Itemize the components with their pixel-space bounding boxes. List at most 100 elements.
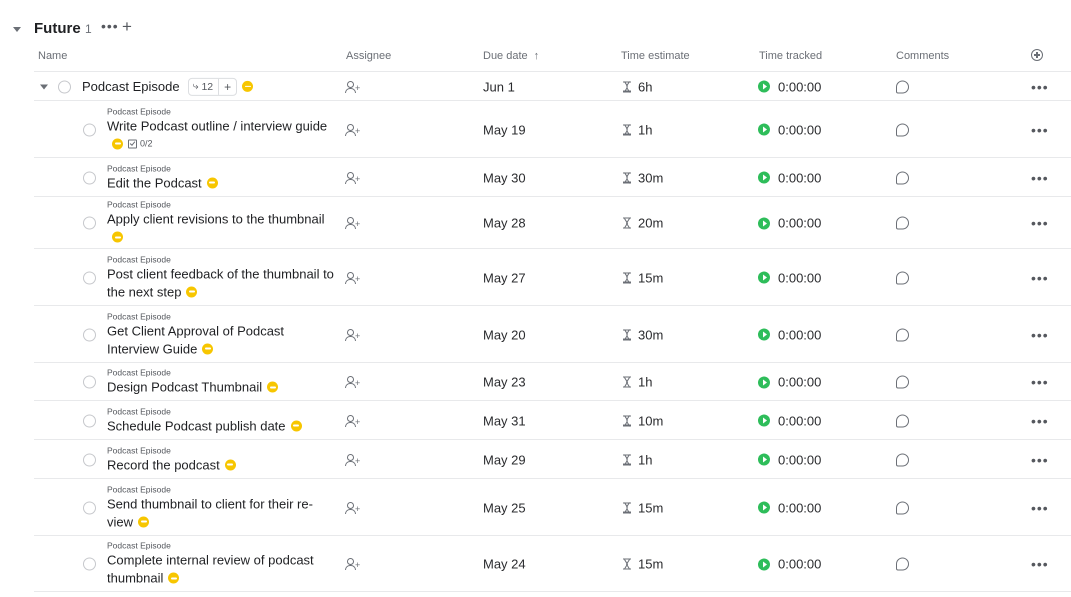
- parent-task-label[interactable]: Podcast Episode: [107, 445, 171, 455]
- parent-task-label[interactable]: Podcast Episode: [107, 163, 171, 173]
- more-horizontal-icon[interactable]: •••: [1031, 121, 1049, 138]
- assignee-cell[interactable]: +: [345, 501, 360, 514]
- status-circle-icon[interactable]: [83, 557, 96, 571]
- comments-cell[interactable]: [896, 216, 909, 230]
- play-icon[interactable]: [758, 453, 770, 466]
- time-estimate[interactable]: 10m: [623, 413, 663, 428]
- comments-cell[interactable]: [896, 171, 909, 184]
- priority-icon[interactable]: [242, 80, 254, 92]
- play-icon[interactable]: [758, 501, 770, 514]
- subtask-row[interactable]: Podcast Episode Get Client Approval of Po…: [34, 305, 1071, 363]
- comment-icon[interactable]: [896, 453, 909, 466]
- assignee-cell[interactable]: +: [345, 558, 360, 570]
- due-date[interactable]: May 27: [483, 270, 526, 285]
- arrow-up-icon[interactable]: ↑: [533, 50, 540, 62]
- task-title[interactable]: Send thumbnail to client for their re-vi…: [107, 496, 313, 529]
- more-horizontal-icon[interactable]: •••: [1031, 215, 1049, 231]
- play-icon[interactable]: [758, 80, 770, 93]
- time-estimate[interactable]: 20m: [623, 216, 663, 231]
- comments-cell[interactable]: [896, 271, 909, 284]
- parent-task-label[interactable]: Podcast Episode: [107, 406, 171, 416]
- status-circle-icon[interactable]: [83, 216, 96, 230]
- parent-task-label[interactable]: Podcast Episode: [107, 254, 171, 264]
- subtask-row[interactable]: Podcast Episode Apply client revisions to…: [34, 196, 1071, 249]
- time-estimate[interactable]: 15m: [623, 270, 663, 285]
- parent-task-label[interactable]: Podcast Episode: [107, 484, 171, 494]
- add-assignee-icon[interactable]: +: [345, 217, 360, 229]
- assignee-cell[interactable]: +: [345, 453, 360, 466]
- due-date[interactable]: May 31: [483, 413, 526, 428]
- column-header-assignee[interactable]: Assignee: [346, 50, 392, 62]
- subtask-row[interactable]: Podcast Episode Post client feedback of t…: [34, 248, 1071, 306]
- due-date[interactable]: May 25: [483, 500, 526, 515]
- add-assignee-icon[interactable]: +: [345, 453, 360, 466]
- caret-down-icon[interactable]: [40, 84, 48, 89]
- comments-cell[interactable]: [896, 557, 909, 571]
- comment-icon[interactable]: [896, 123, 909, 136]
- comment-icon[interactable]: [896, 271, 909, 284]
- due-date[interactable]: May 24: [483, 556, 526, 572]
- more-horizontal-icon[interactable]: •••: [1031, 78, 1049, 95]
- play-icon[interactable]: [758, 123, 770, 136]
- subtask-row[interactable]: Podcast Episode Design Podcast Thumbnail +…: [34, 362, 1071, 401]
- assignee-cell[interactable]: +: [345, 171, 360, 184]
- play-icon[interactable]: [758, 217, 770, 229]
- time-tracked[interactable]: 0:00:00: [758, 452, 821, 467]
- comment-icon[interactable]: [896, 414, 909, 427]
- priority-icon[interactable]: [168, 572, 180, 584]
- assignee-cell[interactable]: +: [345, 271, 360, 284]
- more-horizontal-icon[interactable]: •••: [101, 18, 119, 34]
- more-horizontal-icon[interactable]: •••: [1031, 374, 1049, 390]
- status-circle-icon[interactable]: [83, 171, 96, 184]
- due-date[interactable]: May 29: [483, 452, 526, 467]
- column-header-name[interactable]: Name: [38, 50, 68, 62]
- add-assignee-icon[interactable]: +: [345, 414, 360, 427]
- due-date[interactable]: May 20: [483, 327, 526, 342]
- priority-icon[interactable]: [267, 381, 279, 393]
- add-assignee-icon[interactable]: +: [345, 501, 360, 514]
- time-tracked[interactable]: 0:00:00: [758, 170, 821, 185]
- priority-icon[interactable]: [224, 459, 236, 471]
- play-icon[interactable]: [758, 558, 770, 570]
- comments-cell[interactable]: [896, 501, 909, 514]
- play-icon[interactable]: [758, 271, 770, 284]
- add-assignee-icon[interactable]: +: [345, 80, 360, 93]
- column-header-due-date[interactable]: Due date ↑: [483, 50, 539, 62]
- comment-icon[interactable]: [896, 375, 909, 389]
- due-date[interactable]: May 30: [483, 170, 526, 185]
- time-estimate[interactable]: 15m: [623, 500, 663, 515]
- task-title[interactable]: Apply client revisions to the thumbnail: [107, 211, 325, 227]
- assignee-cell[interactable]: +: [345, 328, 360, 341]
- comment-icon[interactable]: [896, 557, 909, 571]
- add-assignee-icon[interactable]: +: [345, 328, 360, 341]
- comments-cell[interactable]: [896, 453, 909, 466]
- priority-icon[interactable]: [202, 343, 214, 355]
- more-horizontal-icon[interactable]: •••: [1031, 412, 1049, 429]
- more-horizontal-icon[interactable]: •••: [1031, 499, 1049, 516]
- column-header-time-estimate[interactable]: Time estimate: [621, 50, 690, 62]
- parent-task-label[interactable]: Podcast Episode: [107, 311, 171, 321]
- subtask-row[interactable]: Podcast Episode Schedule Podcast publish …: [34, 400, 1071, 440]
- column-header-comments[interactable]: Comments: [896, 50, 950, 62]
- more-horizontal-icon[interactable]: •••: [1031, 169, 1049, 186]
- assignee-cell[interactable]: +: [345, 376, 360, 388]
- comments-cell[interactable]: [896, 414, 909, 427]
- time-tracked[interactable]: 0:00:00: [758, 500, 821, 515]
- priority-icon[interactable]: [290, 420, 302, 432]
- time-tracked[interactable]: 0:00:00: [758, 375, 821, 390]
- parent-task-title[interactable]: Podcast Episode: [82, 78, 180, 94]
- parent-task-label[interactable]: Podcast Episode: [107, 106, 171, 116]
- time-tracked[interactable]: 0:00:00: [758, 413, 821, 428]
- column-header-time-tracked[interactable]: Time tracked: [759, 50, 823, 62]
- task-title[interactable]: Record the podcast: [107, 457, 220, 472]
- task-title[interactable]: Complete internal review of podcast thum…: [107, 552, 314, 586]
- comments-cell[interactable]: [896, 123, 909, 136]
- task-title[interactable]: Design Podcast Thumbnail: [107, 379, 263, 395]
- time-estimate[interactable]: 1h: [623, 375, 652, 390]
- parent-task-label[interactable]: Podcast Episode: [107, 199, 171, 210]
- time-estimate[interactable]: 6h: [623, 79, 652, 94]
- time-estimate[interactable]: 30m: [623, 170, 663, 185]
- priority-icon[interactable]: [112, 138, 123, 150]
- add-subtask-icon[interactable]: +: [224, 79, 232, 94]
- plus-icon[interactable]: +: [122, 17, 132, 36]
